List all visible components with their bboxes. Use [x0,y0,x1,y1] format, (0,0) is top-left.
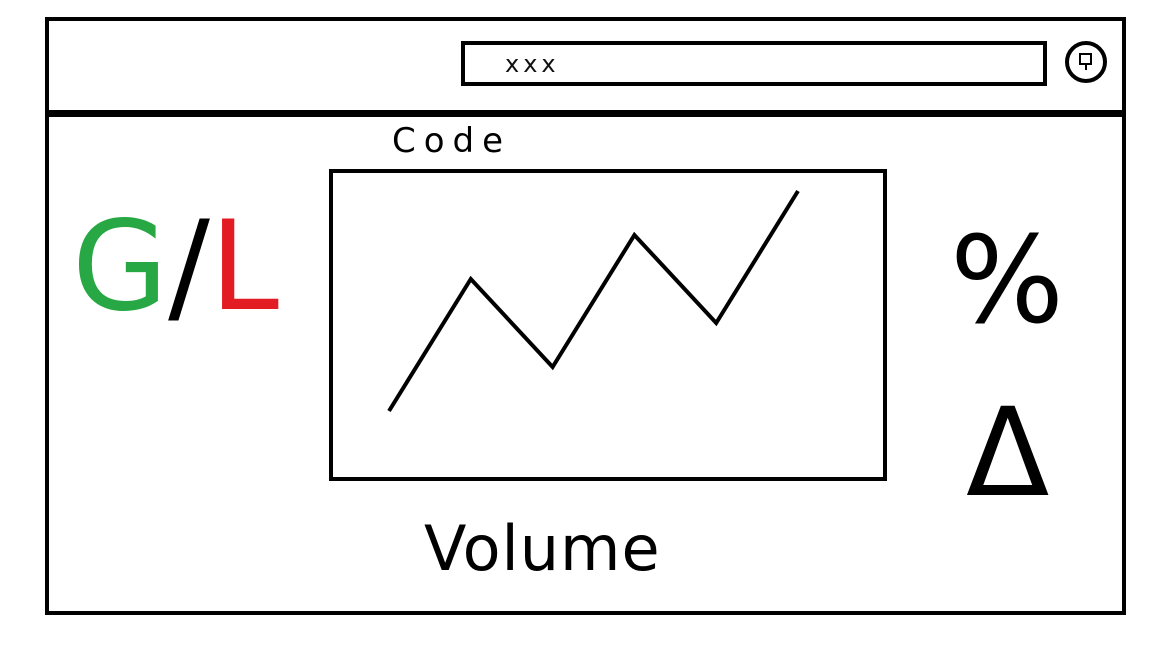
header-bar [45,17,1126,115]
search-button[interactable] [1065,41,1107,83]
percent-change-label: % [950,212,1065,351]
gain-loss-separator: / [168,195,210,339]
loss-letter: L [209,195,279,339]
main-panel [45,113,1126,615]
gain-loss-indicator: G/L [72,205,279,329]
search-input[interactable] [461,41,1047,86]
volume-label: Volume [424,512,661,585]
price-chart [329,169,887,481]
delta-change-label: Δ [966,382,1050,524]
gain-letter: G [72,195,169,339]
series-line [387,189,800,413]
search-icon [1079,53,1092,70]
chart-title: Code [392,121,512,161]
chart-canvas [387,189,800,413]
